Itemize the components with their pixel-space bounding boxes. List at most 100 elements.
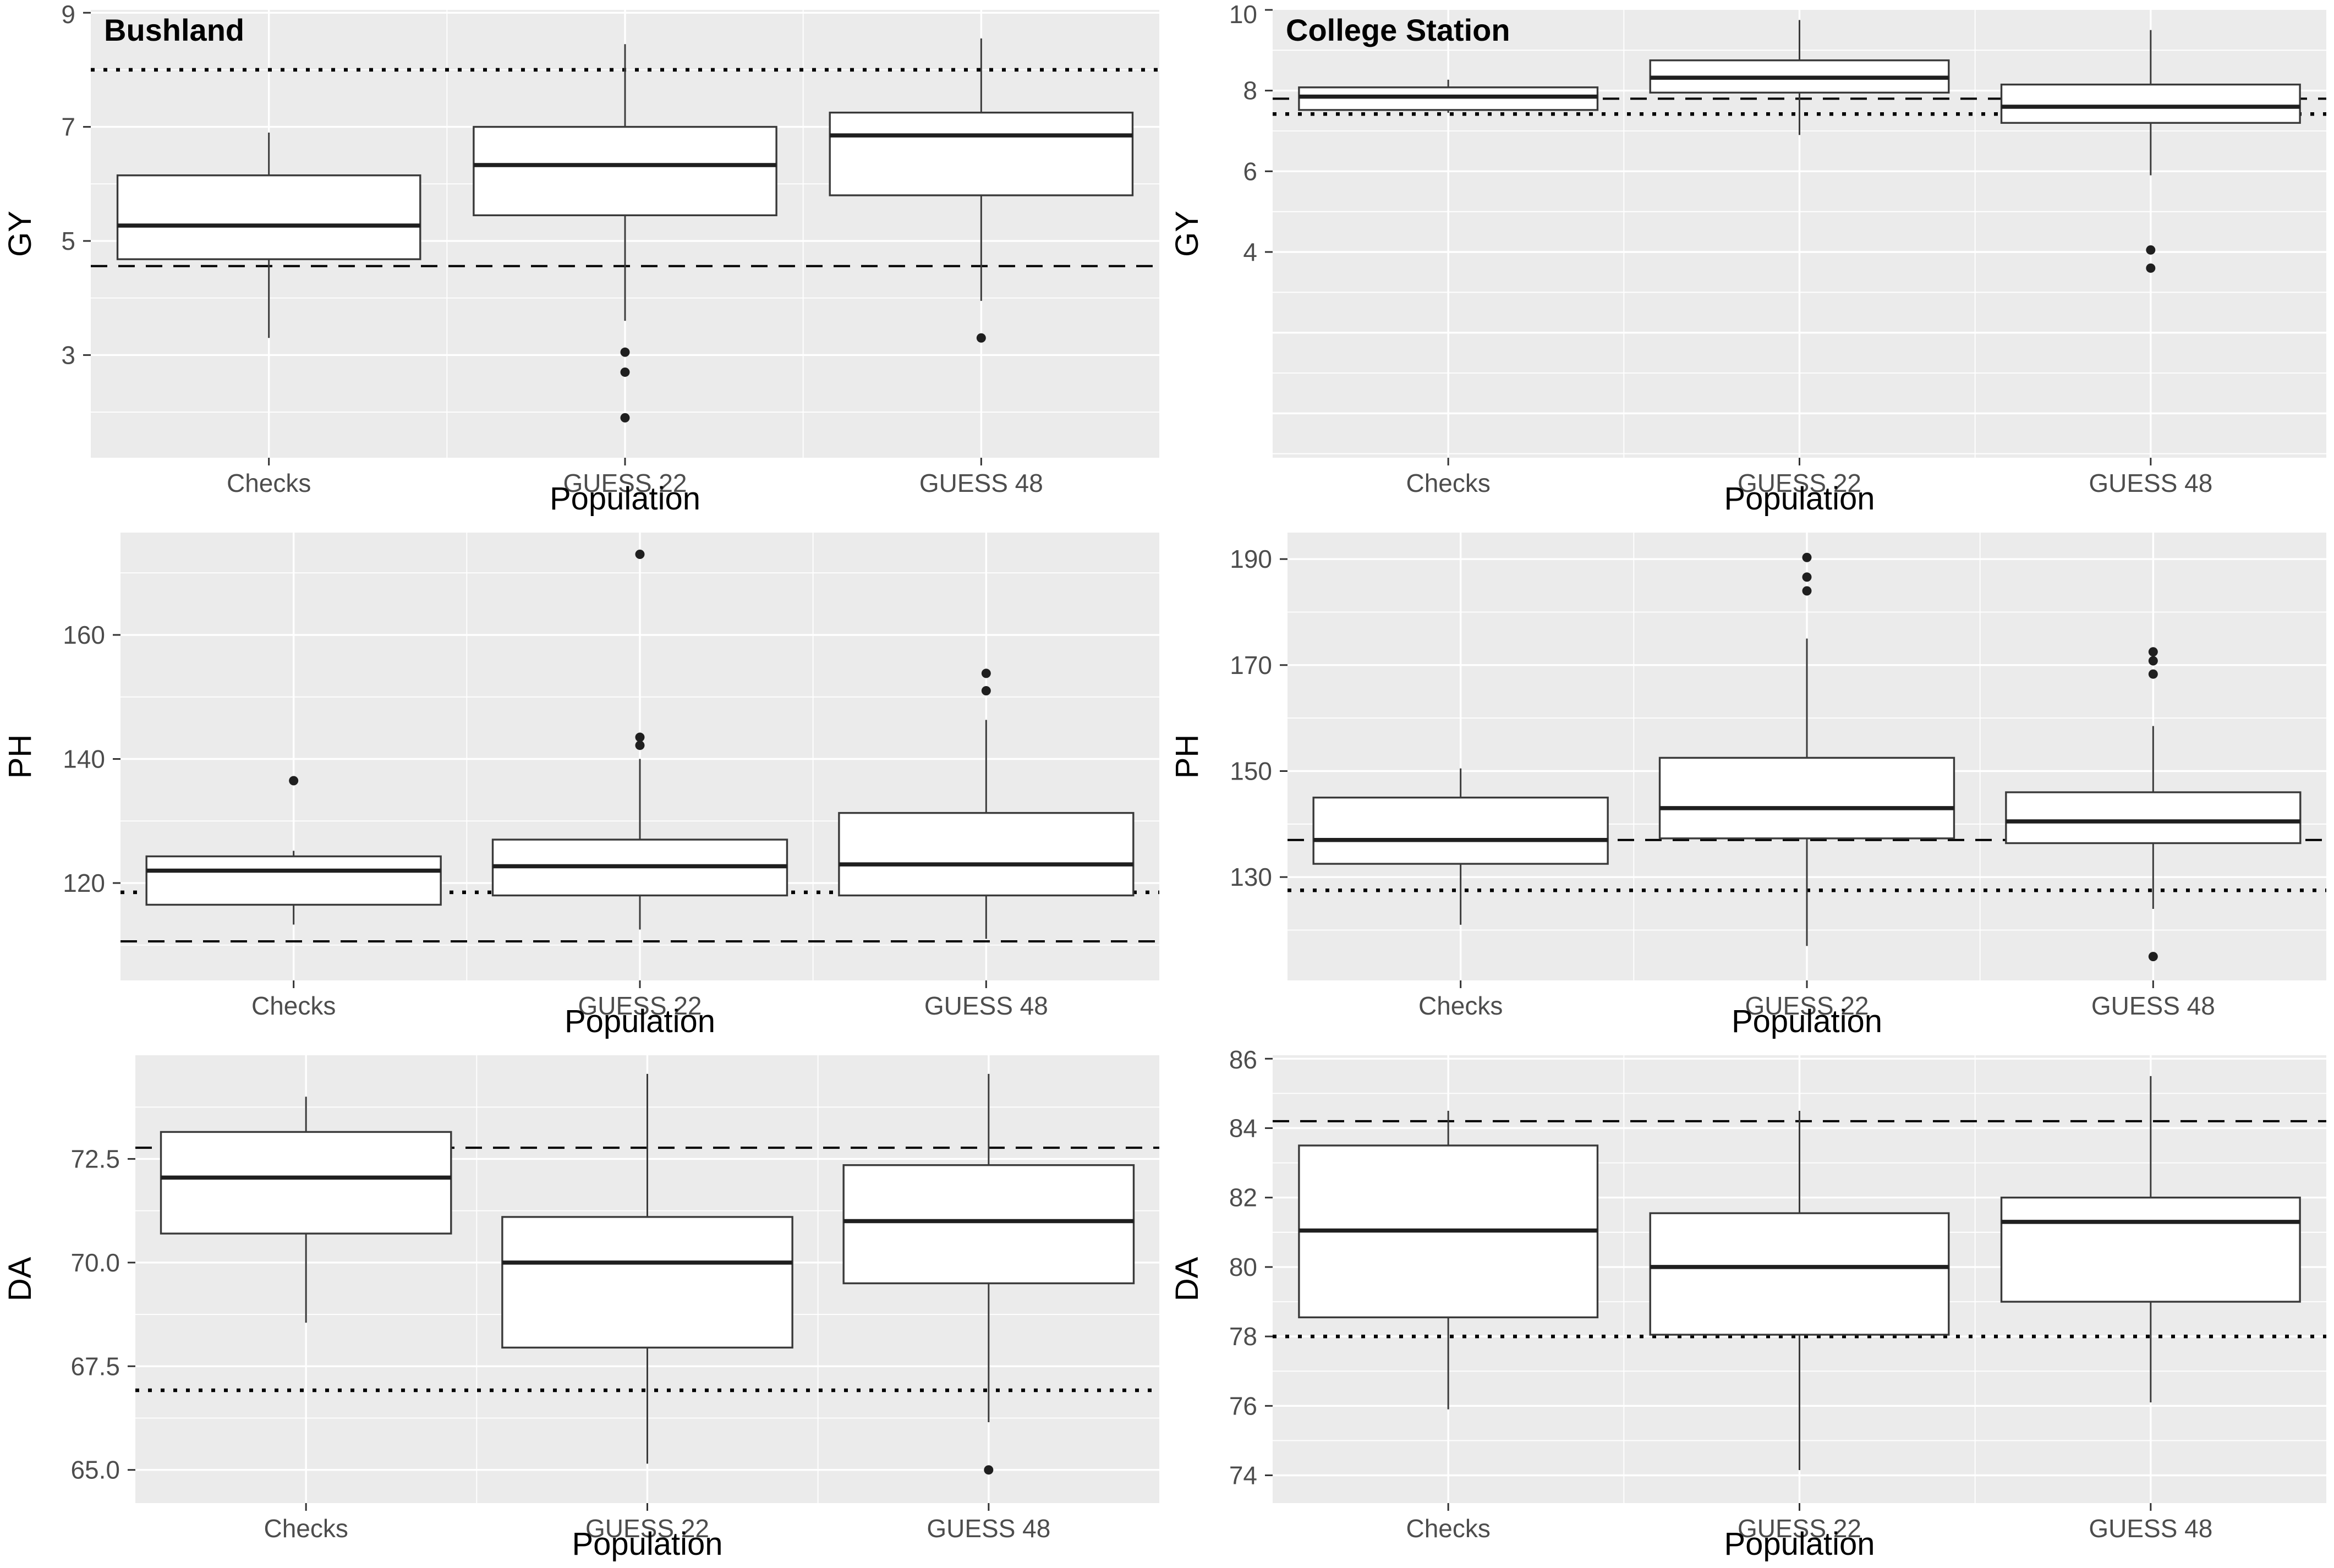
- outlier-point: [289, 776, 299, 786]
- y-tick-label: 86: [1229, 1045, 1257, 1074]
- outlier-point: [620, 347, 630, 357]
- iqr-box: [473, 125, 777, 216]
- outlier-point: [984, 1465, 994, 1475]
- iqr-box: [501, 1216, 793, 1349]
- y-tick-label: 150: [1230, 756, 1272, 785]
- x-tick-label-checks: Checks: [1406, 1514, 1490, 1543]
- y-tick-label: 70.0: [70, 1248, 120, 1277]
- x-axis-title: Population: [1724, 1526, 1875, 1562]
- boxplot-college-station-da-guess-22: [1649, 1110, 1950, 1471]
- x-tick-label-guess-48: GUESS 48: [2089, 469, 2212, 497]
- y-tick-label: 170: [1230, 651, 1272, 679]
- boxplot-bushland-da-checks: [160, 1096, 452, 1323]
- y-tick-label: 3: [61, 341, 75, 369]
- iqr-box: [2005, 791, 2302, 845]
- boxplot-college-station-da-guess-48: [2000, 1076, 2301, 1403]
- x-tick-label-checks: Checks: [1406, 469, 1490, 497]
- y-tick-label: 130: [1230, 863, 1272, 891]
- outlier-point: [2148, 656, 2158, 666]
- boxplot-bushland-da-guess-48: [842, 1073, 1135, 1475]
- boxplot-bushland-gy-guess-22: [473, 44, 777, 423]
- boxplot-chart-college-station-gy: 4 6 8 10 Checks GUESS 22 GUESS 48 Population GY C…: [1169, 0, 2326, 517]
- x-tick-label-guess-48: GUESS 48: [927, 1514, 1050, 1543]
- y-tick-label: 160: [63, 621, 105, 649]
- boxplot-college-station-ph-checks: [1312, 768, 1609, 925]
- x-tick-label-guess-22: GUESS 22: [563, 469, 687, 497]
- y-tick-label: 7: [61, 113, 75, 141]
- x-tick-label-guess-22: GUESS 22: [585, 1514, 709, 1543]
- outlier-point: [2148, 647, 2158, 657]
- outlier-point: [1802, 552, 1812, 562]
- panel-bushland-gy: 3 5 7 9 Checks GUESS 22 GUESS 48 Population GY Bu…: [0, 0, 1167, 523]
- x-tick-label-guess-22: GUESS 22: [1738, 469, 1861, 497]
- panel-college-station-da: 74 76 78 80 82 84 86 Checks GUESS 22 GUESS 48 Popu…: [1167, 1045, 2334, 1568]
- x-axis-title: Population: [1724, 481, 1875, 517]
- y-axis-title: PH: [2, 734, 38, 779]
- y-tick-label: 140: [63, 745, 105, 774]
- x-tick-label-guess-22: GUESS 22: [578, 991, 702, 1020]
- y-axis-title: GY: [1169, 211, 1205, 257]
- y-tick-label: 10: [1229, 0, 1257, 29]
- outlier-point: [2146, 245, 2156, 255]
- x-tick-label-guess-22: GUESS 22: [1738, 1514, 1861, 1543]
- boxplot-college-station-gy-checks: [1298, 79, 1599, 113]
- x-tick-label-guess-48: GUESS 48: [2091, 991, 2215, 1020]
- y-tick-label: 80: [1229, 1253, 1257, 1281]
- x-axis-title: Population: [550, 481, 700, 517]
- x-tick-label-guess-48: GUESS 48: [919, 469, 1043, 497]
- iqr-box: [842, 1164, 1135, 1285]
- boxplot-chart-bushland-ph: 120 140 160 Checks GUESS 22 GUESS 48 Populatio…: [2, 533, 1159, 1039]
- x-tick-label-checks: Checks: [227, 469, 311, 497]
- iqr-box: [1649, 1212, 1950, 1336]
- boxplot-college-station-gy-guess-48: [2000, 30, 2301, 273]
- boxplot-college-station-ph-guess-48: [2005, 647, 2302, 962]
- boxplot-college-station-da-checks: [1298, 1110, 1599, 1410]
- outlier-point: [2148, 952, 2158, 962]
- y-tick-label: 78: [1229, 1322, 1257, 1351]
- x-tick-label-checks: Checks: [264, 1514, 348, 1543]
- x-axis-title: Population: [565, 1004, 715, 1039]
- panel-bushland-da: 65.0 67.5 70.0 72.5 Checks GUESS 22 GUESS 48 Po…: [0, 1045, 1167, 1568]
- y-axis-title: GY: [2, 211, 38, 257]
- y-axis-title: DA: [2, 1257, 38, 1301]
- boxplot-bushland-gy-guess-48: [829, 38, 1134, 343]
- outlier-point: [2146, 263, 2156, 273]
- y-tick-label: 9: [61, 0, 75, 29]
- panel-college-station-ph: 130 150 170 190 Checks GUESS 22 GUESS 48 Popula…: [1167, 523, 2334, 1045]
- y-tick-label: 6: [1243, 157, 1257, 185]
- y-tick-label: 120: [63, 869, 105, 897]
- y-tick-label: 74: [1229, 1461, 1257, 1490]
- iqr-box: [160, 1131, 452, 1235]
- facet-title: College Station: [1286, 13, 1510, 47]
- x-axis-title: Population: [572, 1526, 722, 1562]
- boxplot-bushland-da-guess-22: [501, 1073, 793, 1464]
- iqr-box: [145, 855, 442, 906]
- outlier-point: [635, 549, 645, 559]
- boxplot-bushland-ph-guess-48: [838, 668, 1135, 939]
- y-tick-label: 82: [1229, 1183, 1257, 1212]
- boxplot-bushland-ph-checks: [145, 776, 442, 925]
- boxplot-chart-bushland-gy: 3 5 7 9 Checks GUESS 22 GUESS 48 Population GY Bu…: [2, 0, 1159, 517]
- facet-title: Bushland: [104, 13, 244, 47]
- boxplot-college-station-gy-guess-22: [1649, 20, 1950, 135]
- x-tick-label-guess-48: GUESS 48: [924, 991, 1048, 1020]
- outlier-point: [981, 686, 991, 695]
- outlier-point: [1802, 572, 1812, 582]
- panel-bushland-ph: 120 140 160 Checks GUESS 22 GUESS 48 Populatio…: [0, 523, 1167, 1045]
- boxplot-bushland-ph-guess-22: [491, 549, 788, 930]
- boxplot-bushland-gy-checks: [116, 132, 421, 338]
- y-tick-label: 76: [1229, 1391, 1257, 1420]
- panel-college-station-gy: 4 6 8 10 Checks GUESS 22 GUESS 48 Population GY C…: [1167, 0, 2334, 523]
- iqr-box: [838, 812, 1135, 897]
- y-axis-title: PH: [1169, 734, 1205, 779]
- outlier-point: [620, 413, 630, 423]
- y-tick-label: 8: [1243, 76, 1257, 105]
- iqr-box: [2000, 1197, 2301, 1303]
- y-tick-label: 65.0: [70, 1456, 120, 1484]
- boxplot-chart-bushland-da: 65.0 67.5 70.0 72.5 Checks GUESS 22 GUESS 48 Po…: [2, 1055, 1159, 1562]
- boxplot-college-station-ph-guess-22: [1658, 552, 1955, 946]
- iqr-box: [2000, 83, 2301, 124]
- outlier-point: [981, 668, 991, 678]
- outlier-point: [976, 333, 986, 343]
